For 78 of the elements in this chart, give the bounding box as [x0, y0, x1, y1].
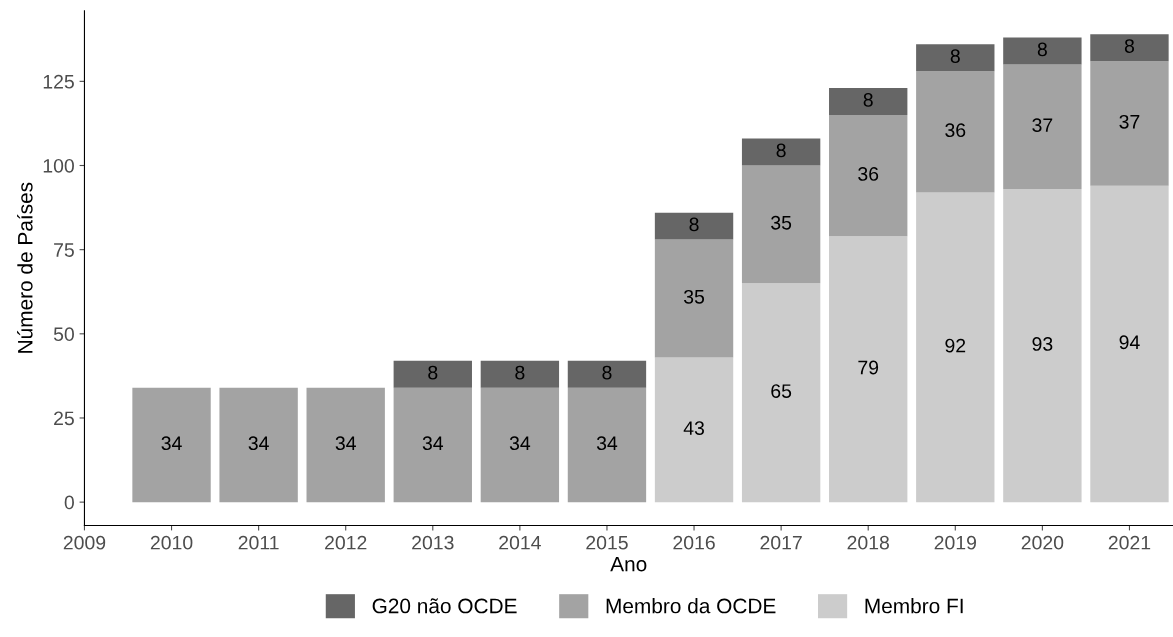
data-label: 8	[689, 217, 699, 232]
bar	[1003, 37, 1082, 65]
x-tick-label: 2011	[238, 535, 279, 550]
bar	[1003, 189, 1082, 503]
data-label: 8	[776, 143, 786, 158]
bar	[567, 360, 647, 388]
y-tick-label: 100	[43, 158, 74, 173]
data-label: 34	[422, 436, 444, 451]
data-label: 93	[1032, 337, 1053, 351]
x-tick-label: 2010	[150, 535, 193, 550]
y-tick-label: 25	[54, 411, 74, 426]
bar	[567, 387, 647, 503]
data-label: 94	[1119, 335, 1140, 350]
data-label: 8	[1037, 42, 1047, 57]
bar	[829, 236, 908, 503]
bar	[916, 71, 995, 193]
bar	[829, 88, 908, 116]
data-label: 35	[771, 215, 792, 230]
data-label: 92	[945, 338, 966, 353]
data-label: 36	[858, 167, 879, 181]
bar	[132, 387, 211, 503]
data-label: 8	[1124, 39, 1135, 53]
bar	[654, 357, 734, 503]
data-label: 36	[945, 123, 966, 138]
bar	[306, 387, 385, 503]
x-tick-label: 2018	[847, 535, 889, 550]
bar	[1090, 34, 1169, 62]
x-tick-label: 2013	[412, 535, 454, 550]
data-label: 79	[858, 360, 879, 375]
data-label: 8	[515, 365, 525, 380]
data-label: 34	[596, 436, 618, 451]
x-tick-label: 2021	[1108, 535, 1151, 550]
legend-label: Membro da OCDE	[606, 598, 776, 614]
y-tick-label: 125	[43, 74, 74, 89]
data-label: 37	[1119, 114, 1140, 129]
bar	[393, 360, 472, 388]
bar	[1090, 61, 1169, 186]
data-label: 34	[509, 436, 531, 451]
y-axis-title: Número de Países	[17, 182, 33, 353]
bar	[916, 192, 995, 503]
y-tick-label: 75	[54, 243, 74, 257]
bar	[1003, 64, 1082, 190]
x-axis-title: Ano	[610, 556, 647, 572]
data-label: 8	[602, 365, 612, 380]
y-tick-label: 50	[53, 327, 74, 342]
data-label: 35	[683, 289, 705, 304]
data-label: 8	[950, 49, 960, 64]
bar	[741, 165, 821, 284]
x-tick-label: 2017	[760, 535, 802, 550]
bar	[741, 138, 821, 166]
data-label: 34	[248, 436, 269, 451]
x-tick-label: 2014	[499, 535, 541, 550]
x-tick-label: 2015	[586, 535, 628, 550]
bar	[393, 387, 472, 503]
legend-label: G20 não OCDE	[372, 598, 517, 614]
x-tick-label: 2016	[673, 535, 715, 550]
x-tick-label: 2009	[63, 535, 106, 550]
data-label: 37	[1032, 118, 1053, 133]
y-tick-label: 0	[64, 495, 74, 510]
bar	[741, 283, 821, 503]
x-tick-label: 2019	[934, 535, 976, 550]
x-tick-label: 2012	[325, 535, 367, 550]
bar	[219, 387, 298, 503]
bar	[480, 387, 560, 503]
bar	[1090, 185, 1169, 503]
x-tick-label: 2020	[1021, 535, 1064, 550]
bar	[916, 44, 995, 72]
data-label: 43	[683, 421, 704, 435]
data-label: 34	[161, 436, 182, 451]
data-label: 8	[428, 365, 438, 380]
bar	[654, 212, 734, 240]
data-label: 8	[863, 93, 873, 107]
data-label: 34	[335, 436, 356, 451]
bar	[829, 115, 908, 237]
bar	[480, 360, 560, 388]
data-label: 65	[771, 384, 792, 398]
bar	[654, 239, 734, 358]
legend-label: Membro FI	[865, 598, 963, 614]
